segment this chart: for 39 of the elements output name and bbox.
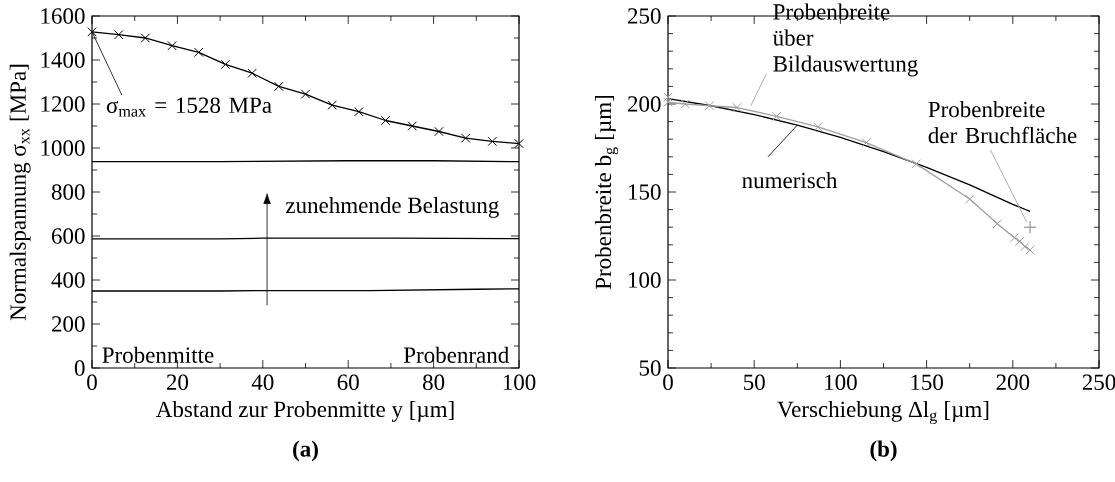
y-tick-label: 400: [51, 272, 85, 288]
y-tick-label: 200: [627, 96, 661, 112]
y-tick-label: 200: [51, 316, 85, 332]
y-tick-label: 50: [639, 360, 661, 376]
y-tick-label: 600: [51, 228, 85, 244]
y-tick-label: 1200: [41, 96, 85, 112]
x-tick-label: 60: [337, 374, 359, 391]
annotation: σ$_{max}$ = 1528 MPa: [106, 97, 272, 117]
text: (b): [870, 440, 897, 462]
y-tick-label: 1000: [41, 140, 85, 156]
x-tick-label: 150: [911, 374, 943, 391]
annotation: Probenrand: [403, 346, 509, 363]
x-axis-title: Abstand zur Probenmitte y [µm]: [156, 400, 454, 422]
x-axis-title: Verschiebung Δl$_{g}$ [µm]: [777, 400, 989, 425]
y-tick-label: 100: [628, 272, 661, 288]
x-tick-label: 20: [166, 374, 189, 391]
x-tick-label: 100: [503, 374, 536, 391]
y-tick-label: 250: [627, 8, 661, 24]
annotation: Probenbreite über Bildauswertung: [772, 3, 918, 77]
y-tick-label: 1400: [41, 52, 85, 68]
annotation: zunehmende Belastung: [285, 196, 499, 218]
x-tick-label: 250: [1082, 374, 1115, 391]
x-tick-label: 50: [744, 374, 765, 391]
x-tick-label: 80: [422, 374, 445, 391]
x-tick-label: 200: [996, 374, 1030, 391]
y-tick-label: 0: [74, 360, 85, 376]
y-tick-label: 150: [628, 184, 661, 200]
text: (a): [293, 440, 318, 462]
x-tick-label: 40: [251, 374, 274, 391]
x-tick-label: 0: [663, 374, 673, 391]
y-tick-label: 800: [51, 184, 85, 200]
x-tick-label: 100: [825, 374, 857, 391]
annotation: numerisch: [742, 172, 838, 189]
y-axis-title: Normalspannung σ$_{xx}$ [MPa]: [9, 64, 31, 321]
x-tick-label: 0: [87, 374, 97, 391]
y-axis-title: Probenbreite b$_{g}$ [µm]: [594, 95, 619, 290]
annotation: Probenmitte: [102, 346, 214, 363]
y-tick-label: 1600: [41, 8, 85, 24]
annotation: Probenbreite der Bruchfläche: [928, 101, 1077, 144]
